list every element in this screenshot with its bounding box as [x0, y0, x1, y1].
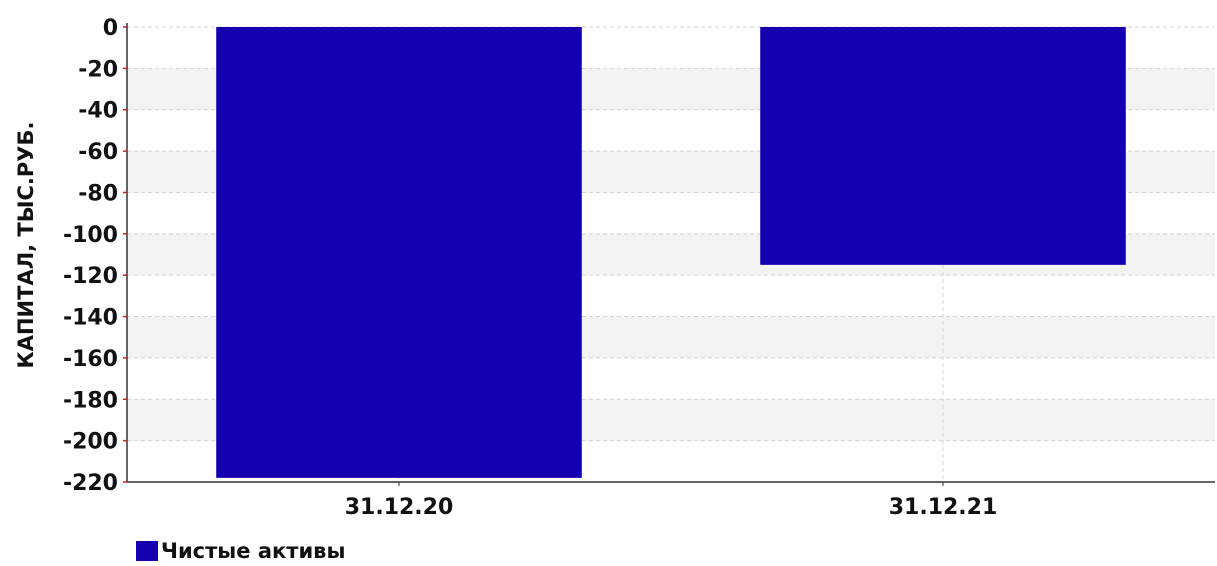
legend: Чистые активы — [136, 539, 345, 563]
axes — [123, 23, 1215, 486]
y-tick-label: -220 — [63, 471, 118, 496]
legend-swatch — [136, 541, 158, 561]
y-tick-label: -80 — [78, 181, 118, 206]
y-tick-label: -200 — [63, 430, 118, 455]
y-tick-label: 0 — [103, 16, 118, 41]
y-axis-label: КАПИТАЛ, ТЫС.РУБ. — [14, 122, 38, 369]
y-tick-label: -140 — [63, 306, 118, 331]
x-tick-label: 31.12.21 — [889, 495, 998, 520]
y-tick-labels: 0 -20 -40 -60 -80 -100 -120 -140 -160 -180 -200 -22… — [63, 16, 118, 496]
x-tick-labels: 31.12.20 31.12.21 — [345, 495, 998, 520]
y-tick-label: -20 — [78, 57, 118, 82]
bar — [760, 27, 1126, 265]
y-tick-label: -100 — [63, 223, 118, 248]
bars — [216, 27, 1126, 478]
y-tick-label: -40 — [78, 99, 118, 124]
y-tick-label: -120 — [63, 264, 118, 289]
y-tick-label: -180 — [63, 388, 118, 413]
legend-label: Чистые активы — [161, 539, 346, 563]
y-tick-label: -60 — [78, 140, 118, 165]
bar — [216, 27, 582, 478]
x-tick-label: 31.12.20 — [345, 495, 454, 520]
y-tick-label: -160 — [63, 347, 118, 372]
